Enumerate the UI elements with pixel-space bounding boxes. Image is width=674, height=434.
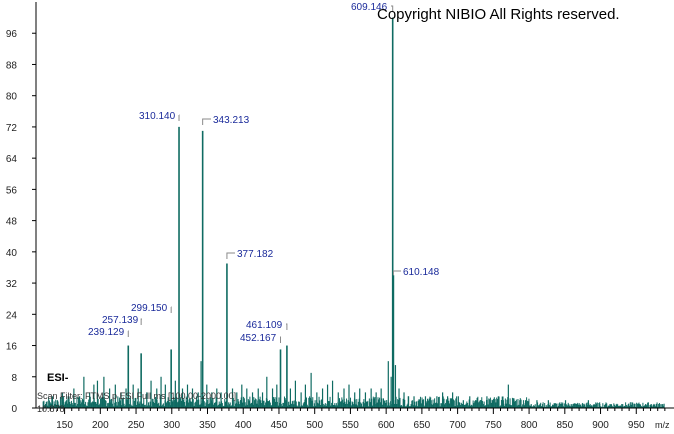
peak-label-connector [140, 318, 142, 325]
x-tick-label: 900 [592, 420, 609, 431]
ionization-mode: ESI- [47, 372, 69, 384]
x-tick-label: 550 [342, 420, 359, 431]
y-tick-label: 88 [6, 60, 18, 71]
peak-label-connector [286, 323, 288, 330]
x-tick-label: 850 [556, 420, 573, 431]
x-axis-ticks: 150 200 250 300 350 400 450 500 550 600 650 700 750 8… [42, 408, 666, 431]
y-tick-label: 32 [6, 279, 18, 290]
copyright-text: Copyright NIBIO All Rights reserved. [377, 6, 620, 23]
peak-label: 343.213 [213, 115, 250, 126]
y-tick-label: 8 [11, 373, 17, 384]
x-tick-label: 350 [199, 420, 216, 431]
x-tick-label: 650 [414, 420, 431, 431]
x-tick-label: 950 [628, 420, 645, 431]
y-axis-ticks: 0 8 16 24 32 40 48 56 64 72 80 88 96 [6, 29, 36, 415]
y-tick-label: 40 [6, 248, 18, 259]
x-tick-label: 250 [128, 420, 145, 431]
y-tick-label: 24 [6, 310, 18, 321]
y-tick-label: 64 [6, 154, 18, 165]
y-tick-label: 0 [11, 404, 17, 415]
x-tick-label: 150 [56, 420, 73, 431]
peak-label-connector [226, 252, 235, 259]
peak-label: 310.140 [139, 111, 176, 122]
peak-label: 452.167 [240, 333, 277, 344]
peak-label: 377.182 [237, 249, 274, 260]
base-intensity-label: 10.878 [37, 404, 65, 414]
peak-label: 299.150 [131, 303, 168, 314]
peak-label-connector [202, 118, 211, 125]
x-axis-label: m/z [655, 420, 670, 430]
peak-label-connector [391, 5, 394, 12]
x-tick-label: 500 [306, 420, 323, 431]
x-tick-label: 800 [521, 420, 538, 431]
x-tick-label: 450 [271, 420, 288, 431]
y-tick-label: 72 [6, 123, 18, 134]
x-tick-label: 300 [163, 420, 180, 431]
x-tick-label: 400 [235, 420, 252, 431]
peak-label-connector [392, 270, 401, 276]
peak-label: 239.129 [88, 327, 125, 338]
y-tick-label: 96 [6, 29, 18, 40]
x-tick-label: 200 [92, 420, 109, 431]
peak-label-connector [280, 336, 282, 343]
y-tick-label: 80 [6, 92, 18, 103]
y-tick-label: 56 [6, 185, 18, 196]
y-tick-label: 16 [6, 342, 18, 353]
peak-label: 609.146 [351, 2, 388, 13]
y-tick-label: 48 [6, 217, 18, 228]
peak-label: 257.139 [102, 315, 139, 326]
x-tick-label: 600 [378, 420, 395, 431]
peak-label: 461.109 [246, 320, 283, 331]
peak-label: 610.148 [403, 267, 440, 278]
x-tick-label: 700 [449, 420, 466, 431]
peak-bars [51, 17, 664, 408]
x-tick-label: 750 [485, 420, 502, 431]
scan-filter-text: Scan Filter: FTMS p ESI Full ms [100.00-… [37, 391, 236, 401]
